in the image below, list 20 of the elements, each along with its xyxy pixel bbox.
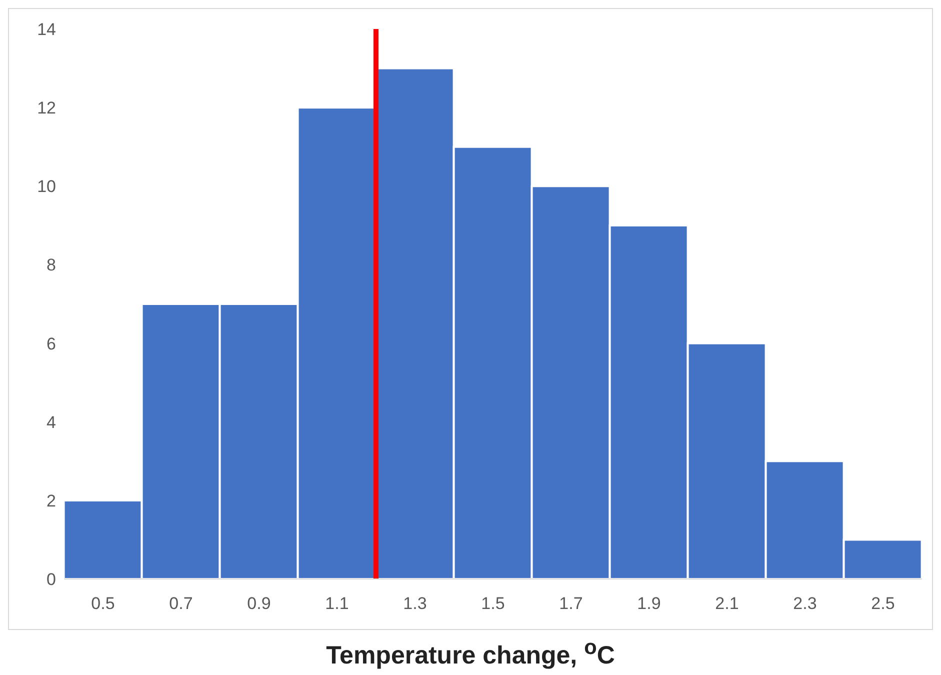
y-tick-label: 0 xyxy=(46,570,56,590)
x-tick-label: 2.5 xyxy=(871,594,895,614)
y-tick-label: 4 xyxy=(46,412,56,432)
y-tick-label: 10 xyxy=(37,177,56,196)
x-tick-label: 1.7 xyxy=(559,594,583,614)
y-tick-label: 8 xyxy=(46,256,56,275)
y-tick-label: 14 xyxy=(37,20,56,40)
x-tick-label: 1.5 xyxy=(481,594,505,614)
x-tick-label: 0.5 xyxy=(91,594,115,614)
x-tick-label: 1.3 xyxy=(403,594,427,614)
x-tick-label: 0.9 xyxy=(247,594,271,614)
y-tick-label: 12 xyxy=(37,98,56,118)
x-tick-label: 0.7 xyxy=(169,594,193,614)
y-tick-label: 6 xyxy=(46,334,56,354)
y-tick-label: 2 xyxy=(46,491,56,510)
x-tick-label: 2.1 xyxy=(715,594,739,614)
x-tick-label: 2.3 xyxy=(793,594,817,614)
x-axis-title: Temperature change, $^{o}$C xyxy=(325,636,616,670)
x-tick-label: 1.1 xyxy=(325,594,349,614)
x-tick-label: 1.9 xyxy=(637,594,661,614)
